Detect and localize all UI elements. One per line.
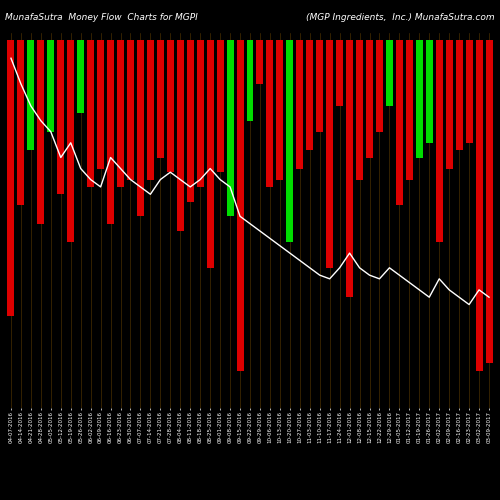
Bar bbox=[406, 40, 413, 179]
Bar bbox=[107, 40, 114, 224]
Bar bbox=[286, 40, 294, 242]
Bar bbox=[147, 40, 154, 179]
Bar bbox=[48, 40, 54, 132]
Bar bbox=[306, 40, 313, 150]
Bar bbox=[296, 40, 304, 168]
Bar bbox=[436, 40, 442, 242]
Bar bbox=[456, 40, 462, 150]
Bar bbox=[77, 40, 84, 114]
Bar bbox=[476, 40, 482, 370]
Bar bbox=[316, 40, 323, 132]
Bar bbox=[28, 40, 34, 150]
Bar bbox=[67, 40, 74, 242]
Bar bbox=[87, 40, 94, 187]
Bar bbox=[38, 40, 44, 224]
Bar bbox=[246, 40, 254, 120]
Bar bbox=[117, 40, 124, 187]
Bar bbox=[167, 40, 174, 172]
Bar bbox=[256, 40, 264, 84]
Bar bbox=[376, 40, 383, 132]
Bar bbox=[326, 40, 333, 268]
Text: (MGP Ingredients,  Inc.) MunafaSutra.com: (MGP Ingredients, Inc.) MunafaSutra.com bbox=[306, 12, 495, 22]
Bar bbox=[386, 40, 393, 106]
Text: MunafaSutra  Money Flow  Charts for MGPI: MunafaSutra Money Flow Charts for MGPI bbox=[5, 12, 198, 22]
Bar bbox=[196, 40, 203, 187]
Bar bbox=[446, 40, 452, 168]
Bar bbox=[336, 40, 343, 106]
Bar bbox=[8, 40, 14, 316]
Bar bbox=[276, 40, 283, 179]
Bar bbox=[58, 40, 64, 194]
Bar bbox=[486, 40, 492, 364]
Bar bbox=[346, 40, 353, 297]
Bar bbox=[127, 40, 134, 179]
Bar bbox=[426, 40, 433, 143]
Bar bbox=[366, 40, 373, 158]
Bar bbox=[396, 40, 403, 205]
Bar bbox=[177, 40, 184, 231]
Bar bbox=[236, 40, 244, 370]
Bar bbox=[356, 40, 363, 179]
Bar bbox=[266, 40, 274, 187]
Bar bbox=[97, 40, 104, 168]
Bar bbox=[466, 40, 472, 143]
Bar bbox=[226, 40, 234, 216]
Bar bbox=[157, 40, 164, 158]
Bar bbox=[137, 40, 144, 216]
Bar bbox=[206, 40, 214, 268]
Bar bbox=[216, 40, 224, 172]
Bar bbox=[18, 40, 24, 205]
Bar bbox=[416, 40, 423, 158]
Bar bbox=[187, 40, 194, 202]
